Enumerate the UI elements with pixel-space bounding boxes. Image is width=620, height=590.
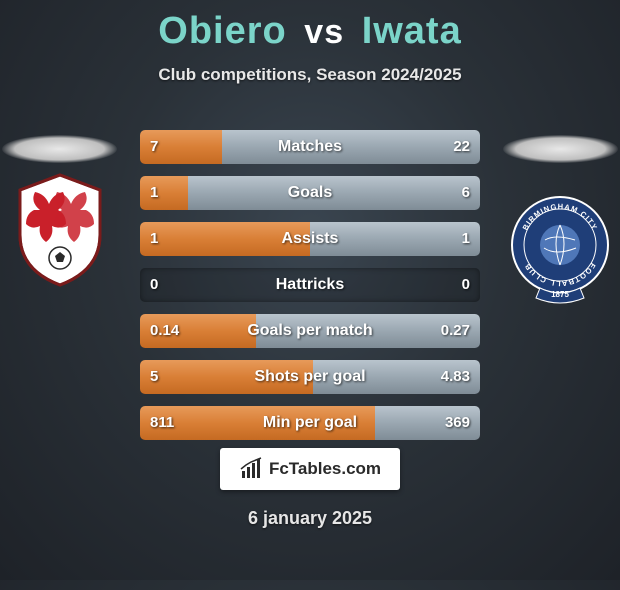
- comparison-title: Obiero vs Iwata: [0, 10, 620, 53]
- stat-row: 7 Matches 22: [140, 130, 480, 164]
- stat-label: Shots per goal: [140, 360, 480, 394]
- stat-value-right: 369: [445, 406, 470, 440]
- stat-label: Hattricks: [140, 268, 480, 302]
- stat-label: Matches: [140, 130, 480, 164]
- stat-row: 5 Shots per goal 4.83: [140, 360, 480, 394]
- brand-text: FcTables.com: [269, 459, 381, 479]
- date-label: 6 january 2025: [0, 508, 620, 529]
- stat-row: 811 Min per goal 369: [140, 406, 480, 440]
- player1-shadow: [2, 135, 117, 163]
- stat-row: 1 Goals 6: [140, 176, 480, 210]
- stat-row: 1 Assists 1: [140, 222, 480, 256]
- stat-value-right: 22: [453, 130, 470, 164]
- stat-label: Assists: [140, 222, 480, 256]
- player1-club-crest: [10, 170, 110, 290]
- stat-label: Goals per match: [140, 314, 480, 348]
- player2-shadow: [503, 135, 618, 163]
- player1-name: Obiero: [158, 10, 286, 52]
- stats-bars: 7 Matches 22 1 Goals 6 1 Assists 1 0 Hat…: [140, 130, 480, 452]
- shield-icon: [10, 170, 110, 290]
- stat-value-right: 6: [462, 176, 470, 210]
- stat-value-right: 1: [462, 222, 470, 256]
- bar-chart-icon: [239, 457, 263, 481]
- stat-label: Min per goal: [140, 406, 480, 440]
- stat-value-right: 4.83: [441, 360, 470, 394]
- brand-badge: FcTables.com: [220, 448, 400, 490]
- stat-value-right: 0: [462, 268, 470, 302]
- vs-label: vs: [304, 13, 344, 51]
- subtitle: Club competitions, Season 2024/2025: [0, 65, 620, 85]
- stat-label: Goals: [140, 176, 480, 210]
- roundel-icon: BIRMINGHAM CITY FOOTBALL CLUB 1875: [510, 190, 610, 310]
- stat-row: 0 Hattricks 0: [140, 268, 480, 302]
- stat-row: 0.14 Goals per match 0.27: [140, 314, 480, 348]
- stat-value-right: 0.27: [441, 314, 470, 348]
- player2-name: Iwata: [362, 10, 462, 52]
- svg-text:1875: 1875: [551, 290, 569, 299]
- player2-club-crest: BIRMINGHAM CITY FOOTBALL CLUB 1875: [510, 190, 610, 310]
